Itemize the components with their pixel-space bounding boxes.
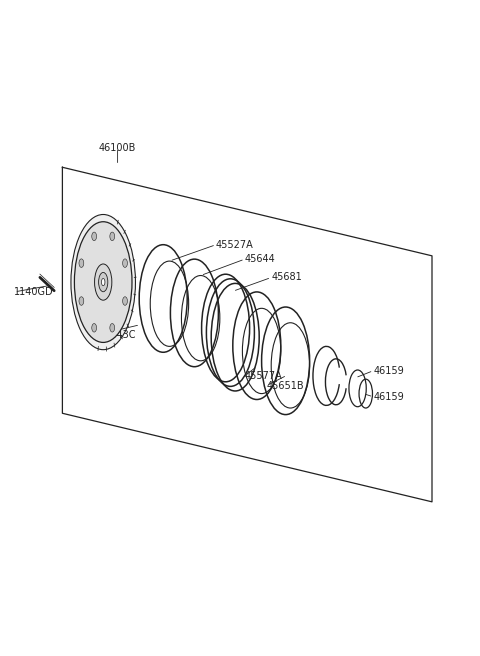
Ellipse shape [110, 323, 115, 332]
Ellipse shape [95, 264, 112, 300]
Ellipse shape [92, 232, 96, 241]
Ellipse shape [122, 297, 127, 305]
Ellipse shape [122, 259, 127, 268]
Text: 45643C: 45643C [98, 329, 136, 340]
Text: 46159: 46159 [373, 365, 404, 376]
Text: 45681: 45681 [271, 272, 302, 283]
Ellipse shape [98, 272, 108, 292]
Ellipse shape [110, 232, 115, 241]
Text: 1140GD: 1140GD [14, 287, 54, 297]
Ellipse shape [92, 323, 96, 332]
Text: 45577A: 45577A [245, 371, 283, 381]
Text: 45527A: 45527A [216, 239, 254, 250]
Ellipse shape [71, 215, 135, 350]
Text: 46159: 46159 [373, 392, 404, 402]
Text: 45644: 45644 [245, 254, 276, 264]
Text: 45651B: 45651B [266, 380, 304, 391]
Ellipse shape [79, 259, 84, 268]
Text: 46100B: 46100B [99, 142, 136, 153]
Ellipse shape [79, 297, 84, 305]
Ellipse shape [101, 278, 105, 286]
Ellipse shape [74, 222, 132, 342]
